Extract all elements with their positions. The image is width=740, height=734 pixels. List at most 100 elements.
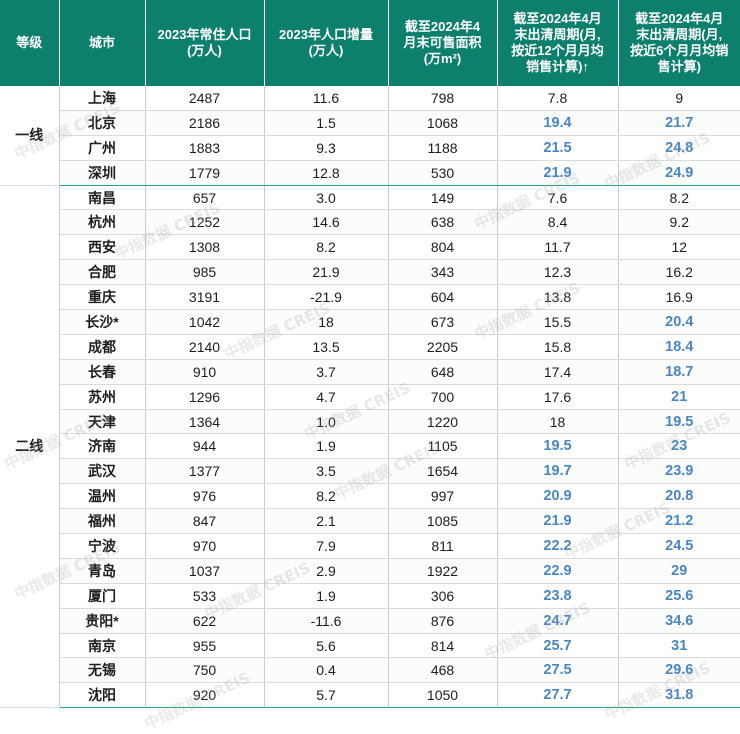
header-tier: 等级 xyxy=(0,0,60,86)
table-row: 温州 976 8.2 997 20.9 20.8 xyxy=(0,483,740,510)
city-cell: 苏州 xyxy=(59,384,146,410)
cycle-12m-cell: 25.7 xyxy=(497,633,619,659)
pop-increase-cell: 14.6 xyxy=(264,209,389,236)
sort-arrow-icon[interactable]: ↑ xyxy=(582,59,589,74)
cycle-6m-cell: 12 xyxy=(618,234,740,261)
city-cell: 上海 xyxy=(59,86,146,111)
pop-increase-cell: 18 xyxy=(264,309,389,335)
population-cell: 1377 xyxy=(145,458,265,485)
population-cell: 2487 xyxy=(145,86,265,111)
sellable-area-cell: 1220 xyxy=(388,409,498,435)
population-cell: 3191 xyxy=(145,284,265,311)
pop-increase-cell: 8.2 xyxy=(264,234,389,261)
cycle-6m-cell: 16.2 xyxy=(618,259,740,286)
city-cell: 武汉 xyxy=(59,458,146,485)
table-row: 北京 2186 1.5 1068 19.4 21.7 xyxy=(0,110,740,136)
cycle-12m-cell: 21.9 xyxy=(497,160,619,186)
cycle-12m-cell: 21.9 xyxy=(497,508,619,535)
pop-increase-cell: 5.7 xyxy=(264,682,389,709)
table-row: 南京 955 5.6 814 25.7 31 xyxy=(0,633,740,659)
cycle-6m-cell: 8.2 xyxy=(618,185,740,211)
tier-label-first: 一线 xyxy=(0,86,60,186)
sellable-area-cell: 804 xyxy=(388,234,498,261)
sellable-area-cell: 1050 xyxy=(388,682,498,709)
city-cell: 西安 xyxy=(59,234,146,261)
sellable-area-cell: 997 xyxy=(388,483,498,510)
sellable-area-cell: 673 xyxy=(388,309,498,335)
table-row: 合肥 985 21.9 343 12.3 16.2 xyxy=(0,259,740,286)
table-row: 武汉 1377 3.5 1654 19.7 23.9 xyxy=(0,458,740,485)
cycle-12m-cell: 17.4 xyxy=(497,359,619,385)
pop-increase-cell: 2.9 xyxy=(264,558,389,584)
population-cell: 657 xyxy=(145,185,265,211)
population-cell: 976 xyxy=(145,483,265,510)
population-cell: 1042 xyxy=(145,309,265,335)
city-cell: 长春 xyxy=(59,359,146,385)
population-cell: 955 xyxy=(145,633,265,659)
cycle-6m-cell: 18.7 xyxy=(618,359,740,385)
pop-increase-cell: 7.9 xyxy=(264,533,389,559)
sellable-area-cell: 149 xyxy=(388,185,498,211)
city-cell: 沈阳 xyxy=(59,682,146,709)
pop-increase-cell: 1.9 xyxy=(264,433,389,460)
city-cell: 北京 xyxy=(59,110,146,136)
cycle-6m-cell: 21.2 xyxy=(618,508,740,535)
pop-increase-cell: 3.5 xyxy=(264,458,389,485)
population-cell: 1364 xyxy=(145,409,265,435)
cycle-12m-cell: 19.5 xyxy=(497,433,619,460)
cycle-6m-cell: 19.5 xyxy=(618,409,740,435)
population-cell: 750 xyxy=(145,657,265,684)
cycle-12m-cell: 20.9 xyxy=(497,483,619,510)
sellable-area-cell: 1068 xyxy=(388,110,498,136)
cycle-6m-cell: 25.6 xyxy=(618,583,740,609)
header-pop-increase: 2023年人口增量 (万人) xyxy=(264,0,389,86)
cycle-12m-cell: 24.7 xyxy=(497,608,619,634)
cycle-12m-cell: 21.5 xyxy=(497,135,619,161)
pop-increase-cell: 12.8 xyxy=(264,160,389,186)
population-cell: 1779 xyxy=(145,160,265,186)
table-row: 沈阳 920 5.7 1050 27.7 31.8 xyxy=(0,682,740,709)
pop-increase-cell: 3.0 xyxy=(264,185,389,211)
table-row: 二线 南昌 657 3.0 149 7.6 8.2 xyxy=(0,185,740,709)
cycle-12m-cell: 15.8 xyxy=(497,334,619,360)
cycle-6m-cell: 18.4 xyxy=(618,334,740,360)
cycle-12m-cell: 7.6 xyxy=(497,185,619,211)
sellable-area-cell: 1654 xyxy=(388,458,498,485)
cycle-6m-cell: 23.9 xyxy=(618,458,740,485)
table-row: 成都 2140 13.5 2205 15.8 18.4 xyxy=(0,334,740,360)
pop-increase-cell: 0.4 xyxy=(264,657,389,684)
population-cell: 622 xyxy=(145,608,265,634)
cycle-12m-cell: 11.7 xyxy=(497,234,619,261)
cycle-12m-cell: 22.2 xyxy=(497,533,619,559)
city-cell: 福州 xyxy=(59,508,146,535)
city-cell: 广州 xyxy=(59,135,146,161)
sellable-area-cell: 1085 xyxy=(388,508,498,535)
sellable-area-cell: 306 xyxy=(388,583,498,609)
header-cycle-12m[interactable]: 截至2024年4月 末出清周期(月, 按近12个月月均 销售计算)↑ xyxy=(497,0,619,86)
sellable-area-cell: 468 xyxy=(388,657,498,684)
population-cell: 2186 xyxy=(145,110,265,136)
population-cell: 533 xyxy=(145,583,265,609)
table-row: 福州 847 2.1 1085 21.9 21.2 xyxy=(0,508,740,535)
cycle-6m-cell: 29 xyxy=(618,558,740,584)
header-city: 城市 xyxy=(59,0,146,86)
cycle-6m-cell: 21.7 xyxy=(618,110,740,136)
pop-increase-cell: -21.9 xyxy=(264,284,389,311)
pop-increase-cell: 1.9 xyxy=(264,583,389,609)
cycle-6m-cell: 24.8 xyxy=(618,135,740,161)
pop-increase-cell: 8.2 xyxy=(264,483,389,510)
header-cycle-6m: 截至2024年4月 末出清周期(月, 按近6个月月均销 售计算) xyxy=(618,0,740,86)
header-sellable-area: 截至2024年4 月末可售面积 (万m²) xyxy=(388,0,498,86)
city-cell: 天津 xyxy=(59,409,146,435)
table-row: 天津 1364 1.0 1220 18 19.5 xyxy=(0,409,740,435)
city-cell: 杭州 xyxy=(59,209,146,236)
pop-increase-cell: 9.3 xyxy=(264,135,389,161)
cycle-6m-cell: 29.6 xyxy=(618,657,740,684)
city-cell: 无锡 xyxy=(59,657,146,684)
cycle-6m-cell: 20.4 xyxy=(618,309,740,335)
table-row: 广州 1883 9.3 1188 21.5 24.8 xyxy=(0,135,740,161)
cycle-6m-cell: 34.6 xyxy=(618,608,740,634)
table-body: 一线 上海 2487 11.6 798 7.8 9 北京 2186 1.5 1068 19.4 21.7… xyxy=(0,86,740,709)
city-cell: 贵阳* xyxy=(59,608,146,634)
sellable-area-cell: 638 xyxy=(388,209,498,236)
